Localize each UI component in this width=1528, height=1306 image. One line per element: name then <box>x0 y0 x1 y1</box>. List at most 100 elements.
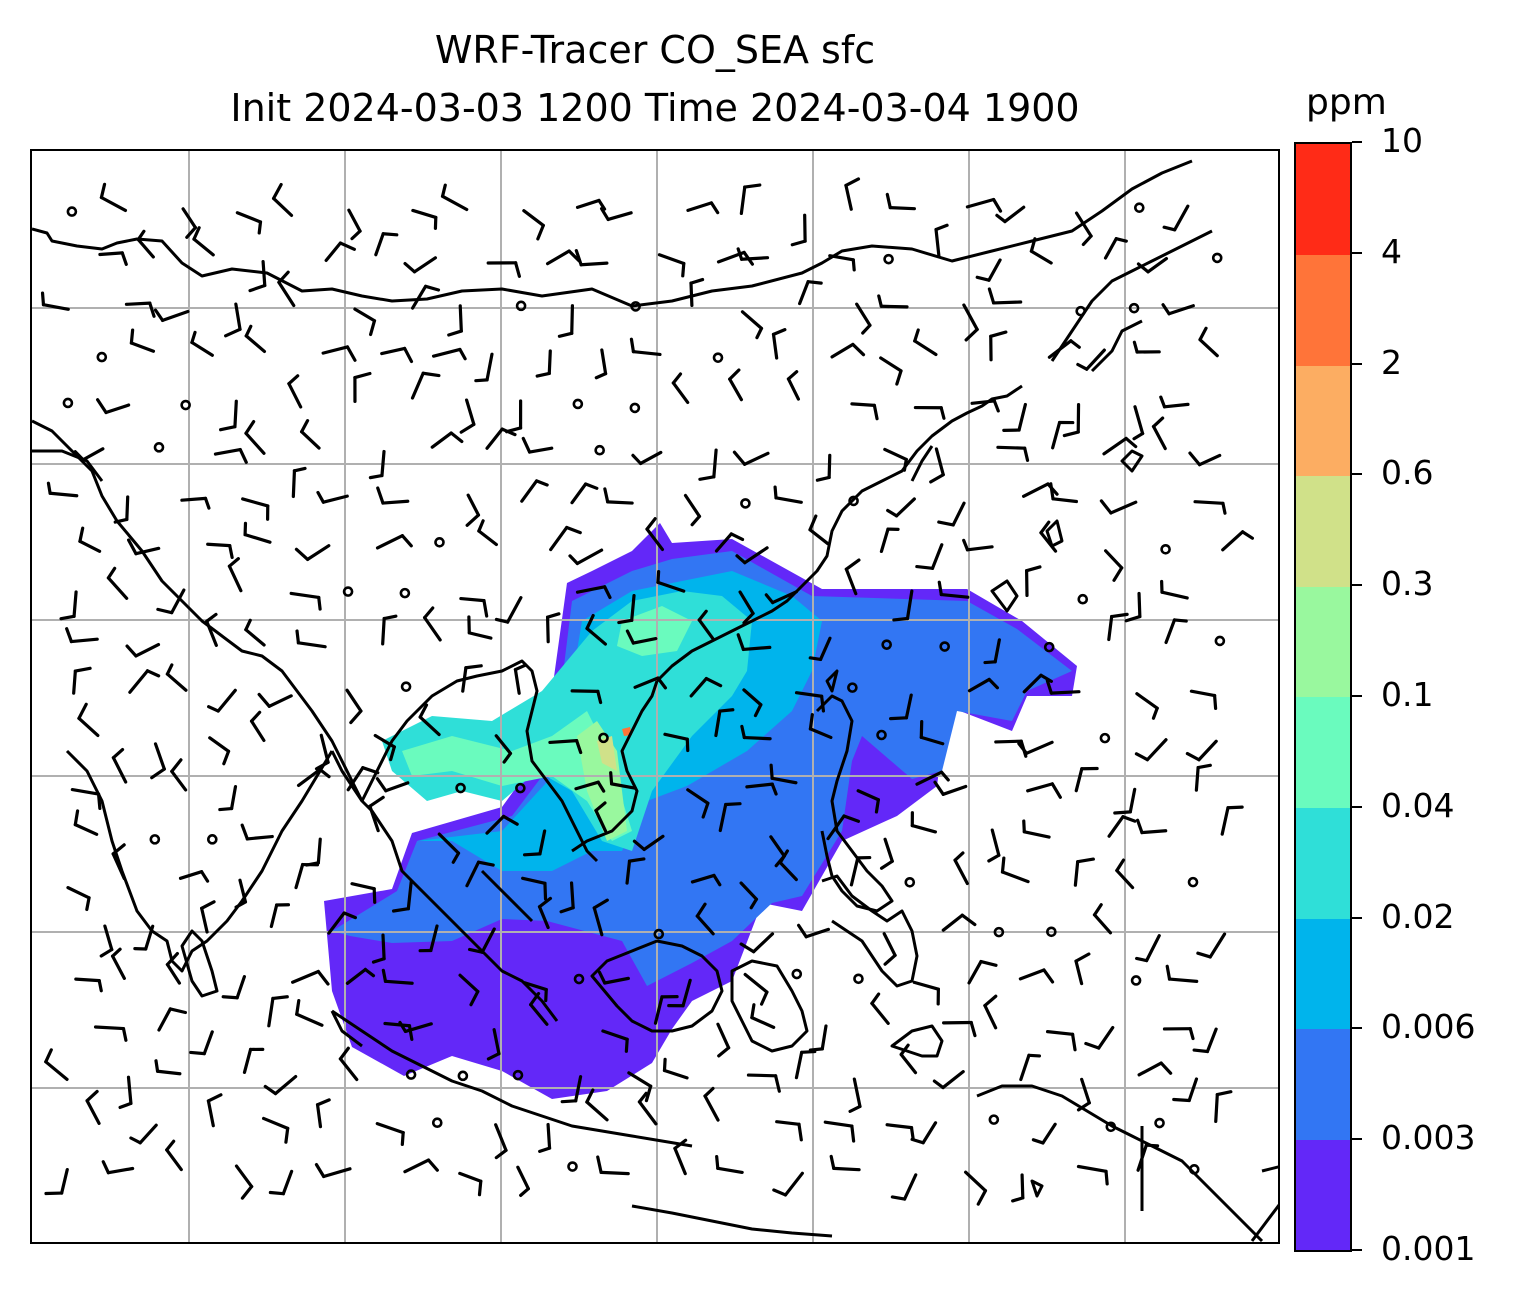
calm-wind-marker <box>1130 975 1142 986</box>
wind-barb-shaft <box>165 1148 183 1172</box>
wind-barb-shaft <box>741 645 772 652</box>
wind-barb-flag <box>597 970 607 985</box>
wind-barb-shaft <box>941 1070 965 1090</box>
colorbar-tick <box>1352 695 1362 697</box>
colorbar-tick <box>1352 584 1362 587</box>
wind-barb-shaft <box>1197 739 1218 762</box>
wind-barb-flag <box>1050 782 1062 799</box>
wind-barb-shaft <box>77 716 100 738</box>
map-panel <box>30 149 1280 1244</box>
wind-barb-shaft <box>904 693 913 720</box>
colorbar-segment <box>1296 918 1350 1030</box>
wind-barb-flag <box>200 870 210 883</box>
wind-barb-flag <box>376 486 385 505</box>
wind-barb-shaft <box>249 719 266 743</box>
wind-barb-shaft <box>686 788 710 805</box>
wind-barb-shaft <box>190 340 214 357</box>
wind-barb-shaft <box>656 580 686 593</box>
wind-barb-flag <box>609 771 614 786</box>
wind-barb-shaft <box>213 447 242 456</box>
wind-barb-flag <box>73 450 85 462</box>
wind-barb-flag <box>585 1088 595 1104</box>
wind-barb-shaft <box>921 1121 938 1145</box>
map-title: WRF-Tracer CO_SEA sfc <box>434 28 876 72</box>
wind-barb-shaft <box>771 332 779 360</box>
wind-barb-flag <box>786 370 799 381</box>
wind-barb-shaft <box>440 194 469 212</box>
wind-barb-flag <box>1027 1053 1042 1058</box>
wind-barb-flag <box>962 538 970 552</box>
wind-barb-flag <box>724 802 742 807</box>
coastline-segment <box>890 1024 944 1058</box>
wind-barb-shaft <box>381 499 410 505</box>
wind-barb-shaft <box>111 756 128 784</box>
wind-barb-flag <box>815 475 831 482</box>
wind-barb-flag <box>1039 673 1053 683</box>
wind-barb-flag <box>519 1187 530 1197</box>
wind-barb-shaft <box>657 253 686 266</box>
colorbar-tick <box>1352 916 1362 919</box>
wind-barb-shaft <box>244 628 266 647</box>
wind-barb-shaft <box>899 1052 918 1075</box>
wind-barb-flag <box>536 223 545 241</box>
wind-barb-flag <box>625 629 635 645</box>
wind-barb-flag <box>995 213 1007 224</box>
wind-barb-shaft <box>575 585 607 594</box>
wind-barb-flag <box>96 792 102 811</box>
calm-wind-marker <box>1105 1121 1117 1133</box>
wind-barb-shaft <box>716 1166 744 1175</box>
coastline-segment <box>1250 1203 1278 1242</box>
wind-barb-flag <box>295 629 300 645</box>
wind-barb-flag <box>1124 436 1138 449</box>
wind-barb-shaft <box>485 427 504 450</box>
wind-barb-flag <box>248 283 267 293</box>
wind-barb-shaft <box>242 1047 253 1075</box>
wind-barb-shaft <box>153 742 166 771</box>
wind-barb-flag <box>1084 1041 1101 1050</box>
wind-barb-flag <box>979 959 998 967</box>
wind-barb-shaft <box>406 880 413 911</box>
wind-barb-shaft <box>244 334 267 354</box>
wind-barb-flag <box>111 747 125 760</box>
calm-wind-marker <box>405 1069 417 1080</box>
colorbar-tick <box>1352 141 1362 143</box>
graticule <box>32 151 1278 1242</box>
wind-barb-shaft <box>1039 531 1058 553</box>
wind-barb-flag <box>426 1158 439 1172</box>
wind-barb-flag <box>205 612 218 623</box>
wind-barb-flag <box>718 708 735 713</box>
wind-barb-flag <box>316 490 325 504</box>
wind-barb-shaft <box>261 1116 290 1130</box>
wind-barb-shaft <box>879 527 890 554</box>
wind-barb-flag <box>1081 234 1093 247</box>
wind-barb-shaft <box>1197 453 1222 467</box>
wind-barb-shaft <box>412 256 437 274</box>
coastlines <box>32 159 1278 1242</box>
wind-barb-flag <box>983 994 998 1008</box>
wind-barb-flag <box>1104 1169 1109 1186</box>
wind-barb-flag <box>850 1124 856 1143</box>
wind-barb-shaft <box>261 259 267 288</box>
wind-barb-flag <box>929 473 945 484</box>
wind-barb-shaft <box>429 924 439 953</box>
wind-barb-shaft <box>894 497 916 518</box>
wind-barb-flag <box>129 328 135 345</box>
wind-barb-flag <box>96 398 108 415</box>
wind-barb-flag <box>701 801 710 819</box>
colorbar-segment <box>1296 1028 1350 1140</box>
wind-barb-shaft <box>695 914 715 936</box>
wind-barb-shaft <box>375 534 404 550</box>
coastline-segment <box>821 874 919 988</box>
map-canvas <box>32 151 1278 1242</box>
wind-barb-shaft <box>745 782 774 789</box>
wind-barb-flag <box>154 1059 160 1073</box>
wind-barb-flag <box>244 419 256 435</box>
coastline-segment <box>990 579 1019 613</box>
wind-barb-flag <box>476 860 495 867</box>
calm-wind-marker <box>1046 926 1057 938</box>
wind-barb-shaft <box>69 637 99 644</box>
wind-barb-flag <box>603 487 610 504</box>
wind-barb-shaft <box>458 304 463 333</box>
wind-barb-flag <box>514 261 521 278</box>
wind-barb-shaft <box>905 589 914 621</box>
